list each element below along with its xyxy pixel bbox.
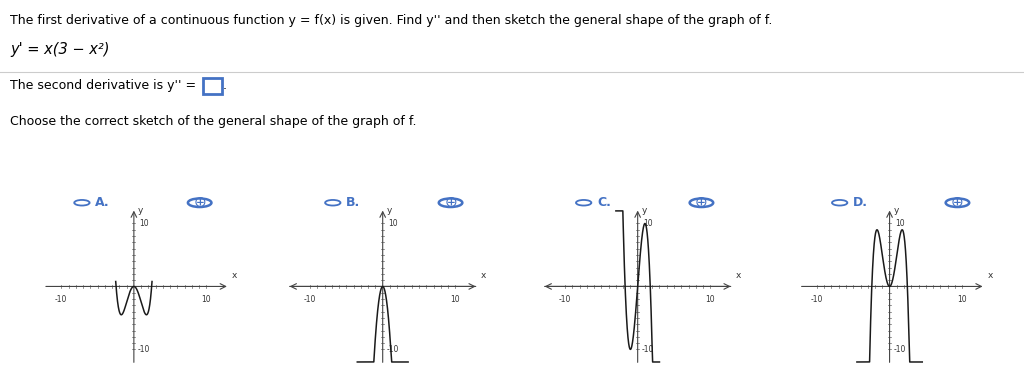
Text: 10: 10 <box>957 295 967 304</box>
Text: Choose the correct sketch of the general shape of the graph of f.: Choose the correct sketch of the general… <box>10 115 417 128</box>
Text: ⊕: ⊕ <box>194 195 206 209</box>
Text: x: x <box>231 271 238 280</box>
Text: y: y <box>642 206 647 215</box>
Text: A.: A. <box>95 196 110 209</box>
Text: 10: 10 <box>139 219 150 228</box>
Text: ⊕: ⊕ <box>444 195 457 209</box>
Text: ⊕: ⊕ <box>951 195 964 209</box>
Text: y: y <box>138 206 143 215</box>
Text: -10: -10 <box>559 295 571 304</box>
Text: ⊕: ⊕ <box>695 195 708 209</box>
FancyBboxPatch shape <box>203 78 222 94</box>
Text: x: x <box>480 271 486 280</box>
Text: y: y <box>387 206 392 215</box>
Text: -10: -10 <box>641 345 653 354</box>
Text: -10: -10 <box>137 345 150 354</box>
Text: D.: D. <box>853 196 868 209</box>
Text: The first derivative of a continuous function y = f(x) is given. Find y'' and th: The first derivative of a continuous fun… <box>10 14 772 27</box>
Text: 10: 10 <box>706 295 715 304</box>
Text: C.: C. <box>597 196 611 209</box>
Text: -10: -10 <box>811 295 823 304</box>
Text: x: x <box>735 271 741 280</box>
Text: 10: 10 <box>643 219 653 228</box>
Text: 10: 10 <box>388 219 398 228</box>
Text: -10: -10 <box>893 345 905 354</box>
Text: -10: -10 <box>55 295 68 304</box>
Text: -10: -10 <box>386 345 398 354</box>
Text: .: . <box>223 79 227 92</box>
Text: 10: 10 <box>895 219 905 228</box>
Text: y' = x(3 − x²): y' = x(3 − x²) <box>10 42 110 57</box>
Text: B.: B. <box>346 196 360 209</box>
Text: -10: -10 <box>304 295 316 304</box>
Text: The second derivative is y'' =: The second derivative is y'' = <box>10 79 197 92</box>
Text: y: y <box>894 206 899 215</box>
Text: 10: 10 <box>202 295 211 304</box>
Text: 10: 10 <box>451 295 460 304</box>
Text: x: x <box>987 271 993 280</box>
